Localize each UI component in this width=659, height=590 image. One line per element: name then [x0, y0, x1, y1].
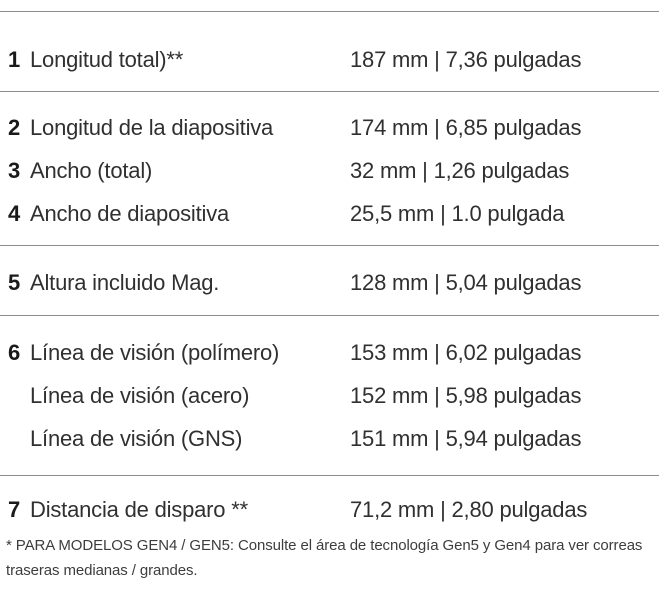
spec-group-slide-width: 2 Longitud de la diapositiva 174 mm | 6,… — [0, 91, 659, 245]
spec-row-value: 153 mm | 6,02 pulgadas — [350, 340, 582, 365]
spec-row-sight-steel: Línea de visión (acero) 152 mm | 5,98 pu… — [0, 374, 659, 417]
spec-row-label: Línea de visión (GNS) — [30, 426, 243, 451]
spec-group-length: 1 Longitud total)** 187 mm | 7,36 pulgad… — [0, 11, 659, 91]
spec-row-sight-gns: Línea de visión (GNS) 151 mm | 5,94 pulg… — [0, 417, 659, 460]
spec-row-number: 6 — [8, 340, 21, 365]
spec-row-number: 3 — [8, 158, 21, 183]
spec-row-label: Línea de visión (polímero) — [30, 340, 280, 365]
footnote: * PARA MODELOS GEN4 / GEN5: Consulte el … — [6, 537, 643, 579]
spec-group-height: 5 Altura incluido Mag. 128 mm | 5,04 pul… — [0, 245, 659, 315]
spec-row-label: Línea de visión (acero) — [30, 383, 250, 408]
spec-row-label: Longitud total)** — [30, 47, 184, 72]
spec-row-value: 25,5 mm | 1.0 pulgada — [350, 201, 565, 226]
spec-row-label: Distancia de disparo ** — [30, 497, 248, 522]
spec-row-number: 1 — [8, 47, 21, 72]
spec-row-value: 187 mm | 7,36 pulgadas — [350, 47, 582, 72]
spec-group-trigger-distance: 7 Distancia de disparo ** 71,2 mm | 2,80… — [0, 475, 659, 531]
spec-row-number: 2 — [8, 115, 21, 140]
spec-row-total-length: 1 Longitud total)** 187 mm | 7,36 pulgad… — [0, 38, 659, 81]
spec-row-height: 5 Altura incluido Mag. 128 mm | 5,04 pul… — [0, 261, 659, 304]
spec-row-overall-width: 3 Ancho (total) 32 mm | 1,26 pulgadas — [0, 149, 659, 192]
spec-row-trigger-distance: 7 Distancia de disparo ** 71,2 mm | 2,80… — [0, 488, 659, 531]
spec-row-number: 4 — [8, 201, 21, 226]
spec-row-value: 152 mm | 5,98 pulgadas — [350, 383, 582, 408]
spec-row-slide-length: 2 Longitud de la diapositiva 174 mm | 6,… — [0, 106, 659, 149]
spec-row-value: 71,2 mm | 2,80 pulgadas — [350, 497, 588, 522]
spec-row-value: 32 mm | 1,26 pulgadas — [350, 158, 570, 183]
spec-row-value: 128 mm | 5,04 pulgadas — [350, 270, 582, 295]
spec-row-number: 7 — [8, 497, 21, 522]
spec-row-label: Ancho de diapositiva — [30, 201, 230, 226]
spec-row-label: Longitud de la diapositiva — [30, 115, 274, 140]
spec-row-slide-width: 4 Ancho de diapositiva 25,5 mm | 1.0 pul… — [0, 192, 659, 235]
spec-row-sight-polymer: 6 Línea de visión (polímero) 153 mm | 6,… — [0, 331, 659, 374]
spec-row-value: 151 mm | 5,94 pulgadas — [350, 426, 582, 451]
spec-row-label: Ancho (total) — [30, 158, 153, 183]
spec-group-sight-line: 6 Línea de visión (polímero) 153 mm | 6,… — [0, 315, 659, 475]
spec-row-number: 5 — [8, 270, 21, 295]
spec-sheet: 1 Longitud total)** 187 mm | 7,36 pulgad… — [0, 11, 659, 583]
spec-row-label: Altura incluido Mag. — [30, 270, 220, 295]
spec-row-value: 174 mm | 6,85 pulgadas — [350, 115, 582, 140]
